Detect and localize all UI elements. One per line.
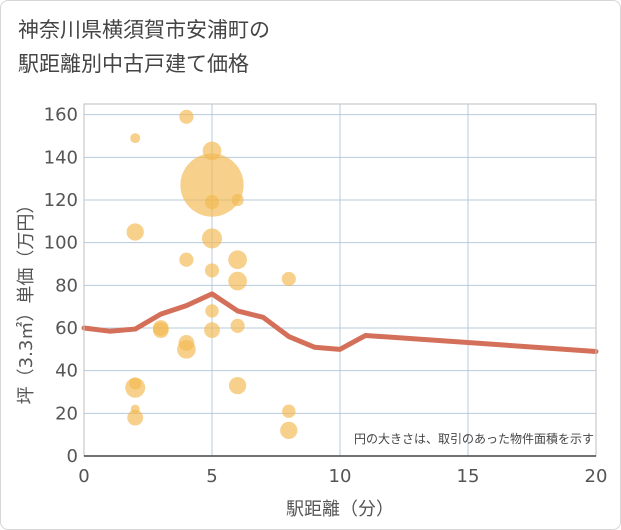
bubble-8 (179, 109, 194, 124)
x-axis-title: 駅距離（分） (286, 499, 394, 520)
bubble-20 (228, 250, 247, 270)
x-tick-labels: 0 5 10 15 20 (78, 466, 607, 487)
bubble-24 (281, 271, 296, 287)
average-line (81, 291, 599, 354)
grid-lines (84, 104, 596, 456)
plot-frame (83, 103, 597, 457)
x-tick-0: 0 (78, 466, 89, 487)
bubble-9 (179, 252, 194, 267)
y-tick-100: 100 (44, 233, 78, 254)
bubble-3 (125, 377, 146, 398)
bubbles (125, 109, 298, 440)
y-tick-labels: 0 20 40 60 80 100 120 140 160 (44, 105, 78, 467)
y-tick-160: 160 (44, 105, 78, 126)
bubble-11 (177, 339, 196, 359)
bubble-1 (126, 223, 144, 241)
chart-title-line-2: 駅距離別中古戸建て価格 (18, 52, 249, 76)
x-tick-15: 15 (457, 466, 480, 487)
bubble-21 (228, 271, 247, 291)
y-axis-title: 坪（3.3㎡）単価（万円） (15, 196, 37, 405)
bubble-14 (204, 195, 220, 210)
y-tick-60: 60 (55, 318, 78, 339)
y-tick-20: 20 (55, 403, 78, 424)
y-tick-40: 40 (55, 361, 78, 382)
bubble-5 (127, 409, 144, 426)
bubble-16 (204, 263, 220, 278)
y-tick-80: 80 (55, 275, 78, 296)
x-tick-5: 5 (206, 466, 217, 487)
bubble-17 (205, 304, 219, 318)
y-tick-0: 0 (67, 446, 78, 467)
size-annotation: 円の大きさは、取引のあった物件面積を示す (354, 431, 594, 446)
x-tick-20: 20 (585, 466, 608, 487)
bubble-22 (230, 318, 245, 333)
y-tick-140: 140 (44, 147, 78, 168)
bubble-19 (231, 193, 244, 207)
bubble-18 (204, 322, 220, 339)
chart-title: 神奈川県横須賀市安浦町の 駅距離別中古戸建て価格 (18, 13, 270, 81)
bubble-0 (130, 133, 141, 144)
average-price-line (81, 291, 599, 354)
bubble-25 (282, 404, 296, 418)
x-tick-10: 10 (329, 466, 352, 487)
bubble-7 (152, 322, 169, 339)
chart-title-line-1: 神奈川県横須賀市安浦町の (18, 18, 270, 42)
bubble-13 (180, 153, 244, 217)
bubble-15 (202, 228, 222, 249)
bubble-26 (280, 421, 298, 440)
bubble-23 (228, 376, 247, 395)
y-tick-120: 120 (44, 190, 78, 211)
